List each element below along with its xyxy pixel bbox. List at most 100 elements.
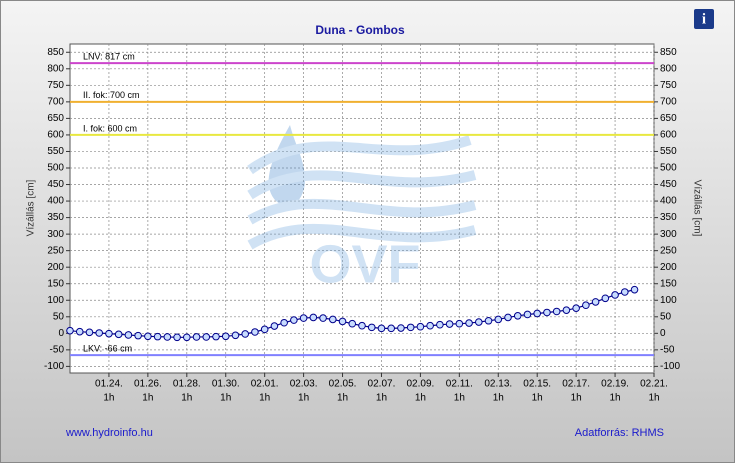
- data-point: [192, 333, 201, 341]
- data-point: [114, 330, 123, 339]
- threshold-label: LNV: 817 cm: [83, 52, 135, 62]
- data-point: [455, 319, 464, 328]
- y-tick-label: 850: [47, 47, 64, 58]
- y2-tick-label: 200: [660, 262, 677, 273]
- data-point: [367, 323, 376, 332]
- data-point: [280, 318, 288, 327]
- data-point: [95, 329, 103, 337]
- data-point: [513, 311, 522, 320]
- data-point: [329, 315, 337, 324]
- x-tick-hour: 1h: [648, 393, 659, 404]
- x-tick-label: 01.28.: [173, 379, 201, 390]
- y-tick-label: 50: [53, 311, 65, 322]
- y-tick-label: 350: [47, 212, 64, 223]
- data-point: [465, 319, 473, 327]
- y2-tick-label: 550: [660, 146, 677, 157]
- data-point: [377, 324, 386, 333]
- chart-title: Duna - Gombos: [315, 23, 405, 37]
- data-point: [504, 313, 512, 322]
- x-tick-label: 02.01.: [251, 379, 279, 390]
- data-point: [436, 320, 444, 329]
- x-tick-hour: 1h: [454, 393, 465, 404]
- data-point: [134, 331, 142, 340]
- x-tick-hour: 1h: [142, 393, 153, 404]
- y-tick-label: 200: [47, 262, 64, 273]
- plot-area: [69, 43, 655, 374]
- data-point: [105, 329, 113, 338]
- data-point: [260, 325, 269, 334]
- x-tick-label: 02.17.: [562, 379, 590, 390]
- x-tick-label: 02.03.: [290, 379, 318, 390]
- x-tick-label: 02.11.: [446, 379, 473, 390]
- y2-tick-label: 450: [660, 179, 677, 190]
- y-tick-label: 800: [47, 63, 64, 74]
- data-point: [231, 331, 240, 340]
- y2-tick-label: 500: [660, 163, 677, 174]
- data-point: [562, 306, 571, 314]
- x-tick-hour: 1h: [298, 393, 309, 404]
- data-point: [572, 304, 580, 312]
- data-point: [319, 314, 327, 322]
- data-point: [621, 288, 629, 296]
- x-tick-hour: 1h: [103, 393, 114, 404]
- x-tick-label: 02.15.: [523, 379, 551, 390]
- data-point: [630, 285, 639, 294]
- y2-tick-label: -100: [660, 361, 680, 372]
- x-tick-label: 02.19.: [601, 379, 629, 390]
- data-point: [202, 333, 211, 341]
- y-tick-label: 700: [47, 97, 64, 108]
- data-point: [552, 307, 561, 316]
- data-point: [270, 322, 279, 330]
- data-point: [348, 319, 357, 328]
- data-point: [445, 320, 454, 328]
- svg-text:i: i: [702, 11, 706, 27]
- data-point: [124, 331, 133, 339]
- watermark-text: OVF: [309, 234, 420, 294]
- data-point: [221, 332, 230, 341]
- data-point: [611, 291, 619, 299]
- y-tick-label: 550: [47, 146, 64, 157]
- y-tick-label: 300: [47, 229, 64, 240]
- x-tick-hour: 1h: [220, 393, 231, 404]
- x-tick-label: 01.24.: [95, 379, 123, 390]
- x-tick-hour: 1h: [532, 393, 543, 404]
- y-tick-label: 0: [58, 328, 64, 339]
- y-tick-label: 150: [47, 278, 64, 289]
- source-link[interactable]: www.hydroinfo.hu: [65, 427, 153, 439]
- y2-tick-label: 400: [660, 196, 677, 207]
- x-tick-label: 01.30.: [212, 379, 240, 390]
- x-tick-label: 02.09.: [406, 379, 434, 390]
- data-point: [75, 327, 84, 336]
- data-point: [212, 332, 220, 341]
- y-tick-label: 400: [47, 196, 64, 207]
- y2-tick-label: 250: [660, 245, 677, 256]
- x-tick-hour: 1h: [259, 393, 270, 404]
- data-point: [543, 308, 551, 317]
- data-point: [66, 326, 74, 335]
- x-tick-hour: 1h: [376, 393, 387, 404]
- data-point: [299, 314, 308, 322]
- y-tick-label: 500: [47, 163, 64, 174]
- data-point: [426, 321, 434, 330]
- x-tick-label: 02.05.: [329, 379, 357, 390]
- data-point: [475, 318, 483, 326]
- y-tick-label: -50: [50, 344, 65, 355]
- y-tick-label: 450: [47, 179, 64, 190]
- data-point: [173, 333, 181, 342]
- data-point: [387, 324, 396, 333]
- y2-tick-label: 50: [660, 311, 672, 322]
- data-point: [494, 315, 503, 324]
- y2-tick-label: 300: [660, 229, 677, 240]
- x-tick-hour: 1h: [337, 393, 348, 404]
- threshold-label: LKV: -66 cm: [83, 344, 132, 354]
- y2-tick-label: -50: [660, 344, 675, 355]
- info-icon[interactable]: i: [694, 9, 714, 29]
- threshold-label: II. fok: 700 cm: [83, 90, 140, 100]
- x-tick-hour: 1h: [181, 393, 192, 404]
- data-point: [406, 323, 415, 332]
- x-tick-hour: 1h: [610, 393, 621, 404]
- y2-tick-label: 0: [660, 328, 666, 339]
- data-point: [582, 301, 590, 310]
- y2-tick-label: 150: [660, 278, 677, 289]
